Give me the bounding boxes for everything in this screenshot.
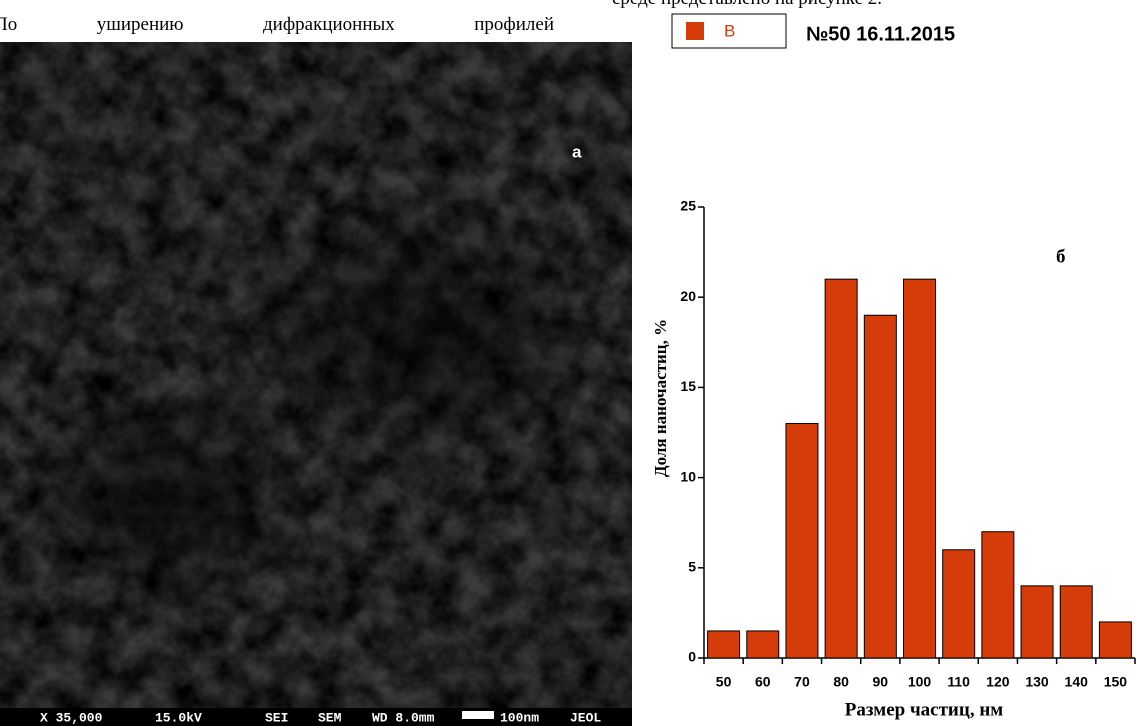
caption-text: 15.0kV xyxy=(155,710,202,725)
bar xyxy=(825,279,857,658)
y-tick-label: 5 xyxy=(688,559,696,575)
sem-shadow xyxy=(0,380,310,620)
legend-label: B xyxy=(724,21,735,40)
caption-text: 100nm xyxy=(500,710,539,725)
chart-title: №50 16.11.2015 xyxy=(806,23,955,45)
figure: a X 35,00015.0kVSEISEMWD 8.0mm100nmJEOL … xyxy=(0,0,1136,726)
chart: B №50 16.11.2015 б 0 5 10 15 20 25 50 60 70 80 90 100 1… xyxy=(651,21,1135,720)
y-tick-label: 25 xyxy=(680,198,696,214)
y-axis-label: Доля наночастиц, % xyxy=(651,319,670,477)
y-tick-label: 0 xyxy=(688,649,696,665)
bar xyxy=(786,423,818,658)
bar xyxy=(982,532,1014,658)
caption-text: WD 8.0mm xyxy=(372,710,435,725)
caption-text: SEM xyxy=(318,710,342,725)
x-tick-label: 120 xyxy=(986,674,1010,690)
bar xyxy=(747,631,779,658)
caption-text: X 35,000 xyxy=(40,710,103,725)
bar xyxy=(943,550,975,658)
page: {"paragraph": "По уширению дифракционных… xyxy=(0,0,1136,726)
y-tick-label: 20 xyxy=(680,288,696,304)
bar xyxy=(864,315,896,658)
x-axis-label: Размер частиц, нм xyxy=(845,699,1003,720)
x-tick-label: 150 xyxy=(1104,674,1128,690)
bar xyxy=(1099,622,1131,658)
x-tick-label: 80 xyxy=(833,674,849,690)
x-tick-label: 110 xyxy=(947,674,970,690)
x-tick-label: 130 xyxy=(1025,674,1049,690)
x-tick-label: 90 xyxy=(873,674,889,690)
bar xyxy=(904,279,936,658)
scale-bar xyxy=(462,711,494,719)
bar xyxy=(708,631,740,658)
x-tick-label: 100 xyxy=(908,674,932,690)
caption-text: JEOL xyxy=(570,710,601,725)
x-tick-label: 70 xyxy=(794,674,810,690)
caption-text: SEI xyxy=(265,710,288,725)
x-tick-label: 60 xyxy=(755,674,771,690)
image-label: a xyxy=(572,142,582,161)
x-tick-label: 140 xyxy=(1065,674,1089,690)
bar xyxy=(1060,586,1092,658)
x-tick-label: 50 xyxy=(716,674,732,690)
panel-label: б xyxy=(1056,246,1066,267)
legend-swatch xyxy=(686,22,704,40)
y-tick-label: 15 xyxy=(680,378,696,394)
y-tick-label: 10 xyxy=(680,468,696,484)
bar xyxy=(1021,586,1053,658)
